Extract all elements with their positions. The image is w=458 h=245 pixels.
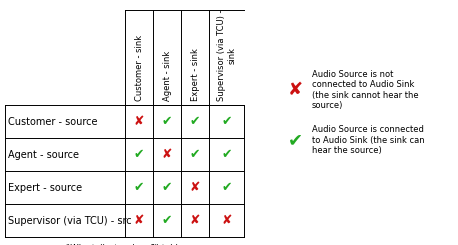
Text: Agent - sink: Agent - sink (163, 51, 171, 101)
Text: ✘: ✘ (162, 148, 172, 161)
Text: ✔: ✔ (190, 148, 200, 161)
Text: ✘: ✘ (190, 181, 200, 194)
Text: Supervisor (via TCU) - src: Supervisor (via TCU) - src (8, 216, 131, 225)
Text: ✔: ✔ (134, 148, 144, 161)
Text: ✘: ✘ (288, 81, 303, 99)
Text: ✘: ✘ (134, 214, 144, 227)
Text: ✔: ✔ (162, 181, 172, 194)
Text: ✘: ✘ (134, 115, 144, 128)
Text: Audio Source is connected
to Audio Sink (the sink can
hear the source): Audio Source is connected to Audio Sink … (312, 125, 425, 155)
Text: "Who talks to whom?" table: "Who talks to whom?" table (66, 244, 183, 245)
Text: Audio Source is not
connected to Audio Sink
(the sink cannot hear the
source): Audio Source is not connected to Audio S… (312, 70, 419, 110)
Text: Expert - sink: Expert - sink (191, 48, 200, 101)
Text: ✔: ✔ (162, 214, 172, 227)
Text: ✔: ✔ (221, 181, 232, 194)
Text: ✘: ✘ (190, 214, 200, 227)
Text: ✔: ✔ (190, 115, 200, 128)
Text: Expert - source: Expert - source (8, 183, 82, 193)
Text: ✔: ✔ (221, 148, 232, 161)
Text: Supervisor (via TCU) -
sink: Supervisor (via TCU) - sink (217, 10, 236, 101)
Text: Customer - source: Customer - source (8, 117, 98, 126)
Text: ✔: ✔ (162, 115, 172, 128)
Text: ✔: ✔ (221, 115, 232, 128)
Text: Agent - source: Agent - source (8, 149, 79, 159)
Text: ✔: ✔ (288, 131, 303, 149)
Text: Customer - sink: Customer - sink (135, 35, 143, 101)
Text: ✔: ✔ (134, 181, 144, 194)
Text: ✘: ✘ (221, 214, 232, 227)
